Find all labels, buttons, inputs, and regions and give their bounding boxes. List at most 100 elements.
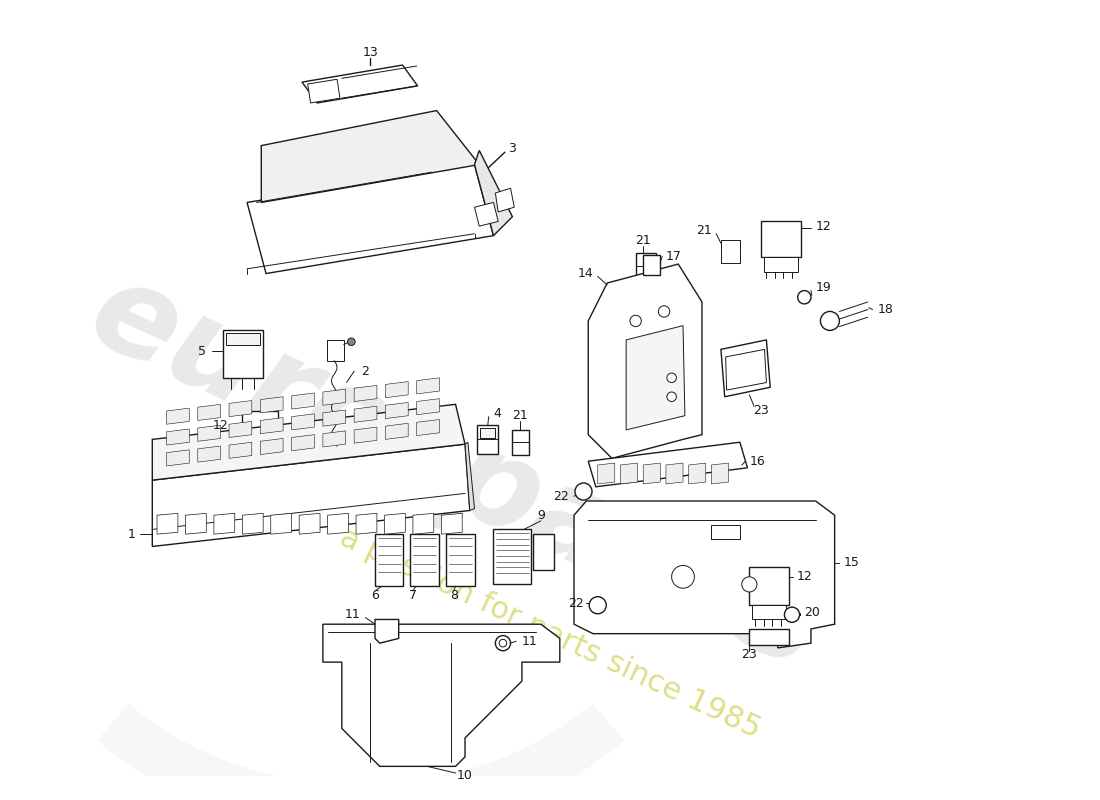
Text: 12: 12 <box>796 570 813 583</box>
Text: 19: 19 <box>816 282 832 294</box>
Bar <box>513 430 529 454</box>
Polygon shape <box>261 397 283 413</box>
Polygon shape <box>262 110 480 202</box>
Circle shape <box>659 306 670 317</box>
Text: a passion for parts since 1985: a passion for parts since 1985 <box>336 523 766 744</box>
Circle shape <box>821 311 839 330</box>
Polygon shape <box>186 514 207 534</box>
Polygon shape <box>292 393 315 409</box>
Text: 12: 12 <box>816 220 832 233</box>
Polygon shape <box>323 624 560 766</box>
Polygon shape <box>385 402 408 418</box>
Bar <box>761 222 801 258</box>
Bar <box>227 334 261 345</box>
Polygon shape <box>385 514 405 534</box>
Text: 21: 21 <box>695 225 712 238</box>
Polygon shape <box>323 389 345 406</box>
Bar <box>636 253 657 279</box>
Text: 4: 4 <box>494 407 502 420</box>
Polygon shape <box>292 414 315 430</box>
Bar <box>223 330 263 378</box>
Polygon shape <box>749 629 789 645</box>
Polygon shape <box>213 514 234 534</box>
Polygon shape <box>574 501 835 648</box>
Circle shape <box>630 315 641 326</box>
Text: 15: 15 <box>844 556 860 569</box>
Polygon shape <box>375 619 398 643</box>
Text: 14: 14 <box>578 267 593 280</box>
Polygon shape <box>588 442 748 486</box>
Polygon shape <box>626 326 685 430</box>
Bar <box>752 606 786 619</box>
Text: 18: 18 <box>878 303 893 316</box>
Text: 22: 22 <box>568 597 583 610</box>
Polygon shape <box>229 442 252 458</box>
Polygon shape <box>354 406 377 422</box>
Polygon shape <box>323 431 345 447</box>
Text: 3: 3 <box>508 142 516 155</box>
Text: 16: 16 <box>749 454 766 468</box>
Polygon shape <box>620 463 638 484</box>
Circle shape <box>667 392 676 402</box>
Text: eurospares: eurospares <box>72 250 839 694</box>
Polygon shape <box>666 463 683 484</box>
Polygon shape <box>465 442 474 510</box>
Text: 17: 17 <box>666 250 682 263</box>
Polygon shape <box>302 65 418 103</box>
Text: 21: 21 <box>636 234 651 247</box>
Bar <box>644 254 660 275</box>
Polygon shape <box>152 444 470 546</box>
Polygon shape <box>385 423 408 439</box>
Polygon shape <box>198 404 220 421</box>
Text: 21: 21 <box>513 410 528 422</box>
Bar <box>327 340 343 361</box>
Bar <box>375 534 404 586</box>
Polygon shape <box>152 404 465 480</box>
Text: 12: 12 <box>212 418 228 432</box>
Polygon shape <box>354 386 377 402</box>
Polygon shape <box>242 514 263 534</box>
Bar <box>494 530 531 584</box>
Text: 20: 20 <box>804 606 821 619</box>
Bar <box>534 534 554 570</box>
Polygon shape <box>261 438 283 454</box>
Bar <box>245 438 275 449</box>
Circle shape <box>590 597 606 614</box>
Bar <box>749 567 789 606</box>
Polygon shape <box>166 408 189 424</box>
Text: 23: 23 <box>741 648 757 661</box>
Bar <box>763 258 798 272</box>
Text: 13: 13 <box>362 46 378 59</box>
Polygon shape <box>271 514 292 534</box>
Text: 11: 11 <box>345 608 361 622</box>
Polygon shape <box>495 188 515 212</box>
Polygon shape <box>166 450 189 466</box>
Polygon shape <box>248 165 494 274</box>
Circle shape <box>348 338 355 346</box>
Bar <box>410 534 439 586</box>
Bar <box>720 240 740 263</box>
Polygon shape <box>261 418 283 434</box>
Polygon shape <box>198 425 220 442</box>
Polygon shape <box>299 514 320 534</box>
Text: 10: 10 <box>458 770 473 782</box>
Polygon shape <box>726 350 767 390</box>
Polygon shape <box>356 514 377 534</box>
Polygon shape <box>229 422 252 438</box>
Polygon shape <box>198 446 220 462</box>
Polygon shape <box>597 463 615 484</box>
Polygon shape <box>588 264 702 458</box>
Polygon shape <box>720 340 770 397</box>
Polygon shape <box>166 429 189 445</box>
Text: 1: 1 <box>128 528 135 541</box>
Circle shape <box>575 483 592 500</box>
Polygon shape <box>385 382 408 398</box>
Polygon shape <box>474 150 513 236</box>
Polygon shape <box>417 398 439 414</box>
Polygon shape <box>712 463 728 484</box>
Polygon shape <box>417 419 439 436</box>
Circle shape <box>499 639 507 647</box>
Text: 2: 2 <box>361 365 368 378</box>
Circle shape <box>798 290 811 304</box>
Polygon shape <box>474 202 498 226</box>
